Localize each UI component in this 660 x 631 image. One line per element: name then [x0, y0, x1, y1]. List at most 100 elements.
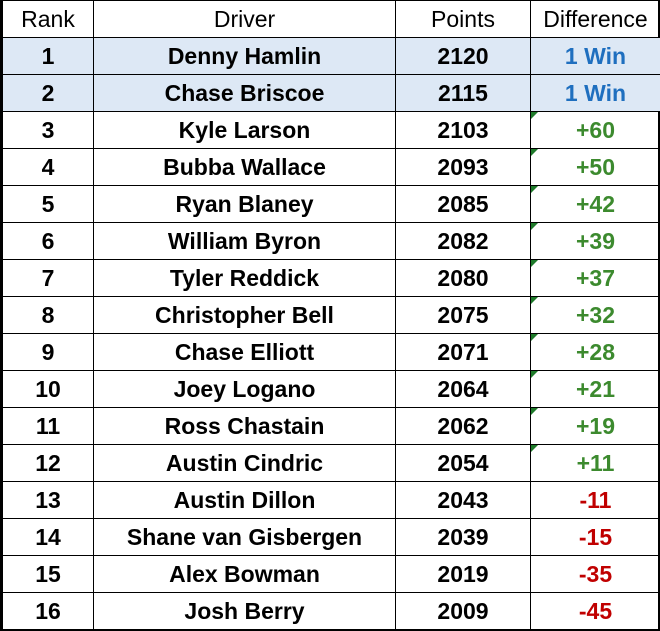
header-rank: Rank — [2, 0, 94, 38]
driver-cell-text: William Byron — [167, 227, 322, 254]
driver-cell-text: Alex Bowman — [169, 560, 320, 587]
table-row: 2 Chase Briscoe 2115 1 Win — [2, 74, 660, 112]
rank-cell: 2 — [2, 74, 94, 112]
points-cell-text: 2120 — [437, 42, 489, 69]
rank-cell-text: 16 — [35, 597, 61, 624]
driver-cell-text: Shane van Gisbergen — [126, 523, 363, 550]
points-cell-text: 2064 — [437, 375, 489, 402]
driver-cell-text: Josh Berry — [184, 597, 305, 624]
driver-cell: Austin Dillon — [93, 481, 396, 519]
driver-cell: Chase Briscoe — [93, 74, 396, 112]
driver-cell-text: Chase Elliott — [174, 338, 315, 365]
difference-cell-text: +50 — [575, 153, 615, 180]
table-row: 10 Joey Logano 2064 +21 — [2, 370, 660, 408]
points-cell: 2009 — [395, 592, 531, 630]
driver-cell: Denny Hamlin — [93, 37, 396, 75]
driver-cell-text: Joey Logano — [173, 375, 316, 402]
rank-cell-text: 2 — [41, 79, 55, 106]
rank-cell-text: 9 — [41, 338, 55, 365]
cell-flag-icon — [531, 334, 538, 341]
rank-cell: 6 — [2, 222, 94, 260]
driver-cell: Austin Cindric — [93, 444, 396, 482]
table-row: 12 Austin Cindric 2054 +11 — [2, 444, 660, 482]
points-cell: 2080 — [395, 259, 531, 297]
difference-cell: -11 — [530, 481, 660, 519]
rank-cell: 11 — [2, 407, 94, 445]
points-cell-text: 2075 — [437, 301, 489, 328]
rank-cell: 14 — [2, 518, 94, 556]
driver-cell: Josh Berry — [93, 592, 396, 630]
cell-flag-icon — [531, 445, 538, 452]
header-points: Points — [395, 0, 531, 38]
rank-cell: 4 — [2, 148, 94, 186]
cell-flag-icon — [531, 297, 538, 304]
points-cell-text: 2062 — [437, 412, 489, 439]
difference-cell-text: -35 — [578, 560, 613, 587]
cell-flag-icon — [531, 371, 538, 378]
points-cell-text: 2080 — [437, 264, 489, 291]
rank-cell-text: 10 — [35, 375, 61, 402]
rank-cell: 1 — [2, 37, 94, 75]
driver-cell: Christopher Bell — [93, 296, 396, 334]
rank-cell-text: 12 — [35, 449, 61, 476]
points-cell: 2064 — [395, 370, 531, 408]
points-cell-text: 2085 — [437, 190, 489, 217]
points-cell-text: 2071 — [437, 338, 489, 365]
table-row: 11 Ross Chastain 2062 +19 — [2, 407, 660, 445]
difference-cell: +42 — [530, 185, 660, 223]
rank-cell-text: 15 — [35, 560, 61, 587]
points-cell: 2082 — [395, 222, 531, 260]
table-row: 7 Tyler Reddick 2080 +37 — [2, 259, 660, 297]
difference-cell-text: -45 — [578, 597, 613, 624]
table-header: Rank Driver Points Difference — [2, 0, 660, 38]
difference-cell: +60 — [530, 111, 660, 149]
rank-cell: 8 — [2, 296, 94, 334]
difference-cell: 1 Win — [530, 37, 660, 75]
difference-cell: +19 — [530, 407, 660, 445]
driver-cell-text: Christopher Bell — [155, 301, 334, 328]
points-cell: 2039 — [395, 518, 531, 556]
cell-flag-icon — [531, 223, 538, 230]
difference-cell-text: +42 — [575, 190, 615, 217]
table-row: 5 Ryan Blaney 2085 +42 — [2, 185, 660, 223]
driver-cell: William Byron — [93, 222, 396, 260]
points-cell-text: 2009 — [437, 597, 489, 624]
points-cell-text: 2082 — [437, 227, 489, 254]
rank-cell: 5 — [2, 185, 94, 223]
driver-cell-text: Kyle Larson — [178, 116, 311, 143]
difference-cell-text: +19 — [575, 412, 615, 439]
points-cell: 2120 — [395, 37, 531, 75]
cell-flag-icon — [531, 186, 538, 193]
difference-cell-text: +32 — [575, 301, 615, 328]
points-cell: 2115 — [395, 74, 531, 112]
difference-cell-text: -11 — [579, 486, 612, 513]
difference-cell: -45 — [530, 592, 660, 630]
points-cell: 2093 — [395, 148, 531, 186]
rank-cell: 16 — [2, 592, 94, 630]
points-cell: 2071 — [395, 333, 531, 371]
difference-cell: +28 — [530, 333, 660, 371]
driver-cell-text: Ross Chastain — [164, 412, 325, 439]
rank-cell-text: 8 — [41, 301, 55, 328]
table-row: 15 Alex Bowman 2019 -35 — [2, 555, 660, 593]
rank-cell: 9 — [2, 333, 94, 371]
difference-cell-text: 1 Win — [564, 42, 627, 69]
difference-cell: -15 — [530, 518, 660, 556]
rank-cell: 3 — [2, 111, 94, 149]
rank-cell-text: 11 — [35, 412, 61, 439]
points-cell: 2085 — [395, 185, 531, 223]
difference-cell: +39 — [530, 222, 660, 260]
difference-cell-text: +37 — [575, 264, 615, 291]
difference-cell-text: 1 Win — [564, 79, 627, 106]
driver-cell: Ryan Blaney — [93, 185, 396, 223]
rank-cell: 13 — [2, 481, 94, 519]
table-row: 1 Denny Hamlin 2120 1 Win — [2, 37, 660, 75]
points-cell-text: 2054 — [437, 449, 489, 476]
difference-cell: -35 — [530, 555, 660, 593]
driver-cell-text: Chase Briscoe — [164, 79, 325, 106]
points-cell: 2019 — [395, 555, 531, 593]
table-body: 1 Denny Hamlin 2120 1 Win 2 Chase Briscoe 2115… — [2, 37, 660, 630]
header-row: Rank Driver Points Difference — [2, 0, 660, 38]
cell-flag-icon — [531, 408, 538, 415]
